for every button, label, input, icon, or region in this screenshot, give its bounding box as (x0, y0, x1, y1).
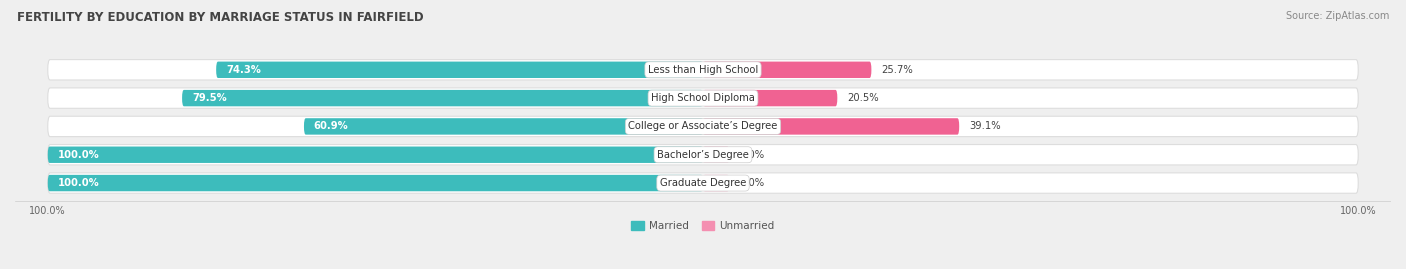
Text: FERTILITY BY EDUCATION BY MARRIAGE STATUS IN FAIRFIELD: FERTILITY BY EDUCATION BY MARRIAGE STATU… (17, 11, 423, 24)
Legend: Married, Unmarried: Married, Unmarried (631, 221, 775, 231)
FancyBboxPatch shape (703, 175, 730, 191)
Text: College or Associate’s Degree: College or Associate’s Degree (628, 121, 778, 132)
FancyBboxPatch shape (48, 144, 1358, 165)
Text: High School Diploma: High School Diploma (651, 93, 755, 103)
Text: 60.9%: 60.9% (314, 121, 349, 132)
Text: 20.5%: 20.5% (848, 93, 879, 103)
Text: Source: ZipAtlas.com: Source: ZipAtlas.com (1285, 11, 1389, 21)
Text: 74.3%: 74.3% (226, 65, 262, 75)
FancyBboxPatch shape (703, 118, 959, 135)
Text: Graduate Degree: Graduate Degree (659, 178, 747, 188)
Text: 100.0%: 100.0% (58, 150, 100, 160)
FancyBboxPatch shape (48, 175, 703, 191)
FancyBboxPatch shape (304, 118, 703, 135)
FancyBboxPatch shape (48, 116, 1358, 137)
Text: Bachelor’s Degree: Bachelor’s Degree (657, 150, 749, 160)
Text: 0.0%: 0.0% (740, 150, 765, 160)
FancyBboxPatch shape (703, 147, 730, 163)
Text: 39.1%: 39.1% (969, 121, 1001, 132)
FancyBboxPatch shape (48, 60, 1358, 80)
Text: 0.0%: 0.0% (740, 178, 765, 188)
Text: 100.0%: 100.0% (58, 178, 100, 188)
Text: Less than High School: Less than High School (648, 65, 758, 75)
FancyBboxPatch shape (703, 62, 872, 78)
FancyBboxPatch shape (48, 147, 703, 163)
Text: 79.5%: 79.5% (191, 93, 226, 103)
FancyBboxPatch shape (703, 90, 838, 106)
FancyBboxPatch shape (48, 88, 1358, 108)
FancyBboxPatch shape (183, 90, 703, 106)
FancyBboxPatch shape (217, 62, 703, 78)
FancyBboxPatch shape (48, 173, 1358, 193)
Text: 25.7%: 25.7% (882, 65, 912, 75)
